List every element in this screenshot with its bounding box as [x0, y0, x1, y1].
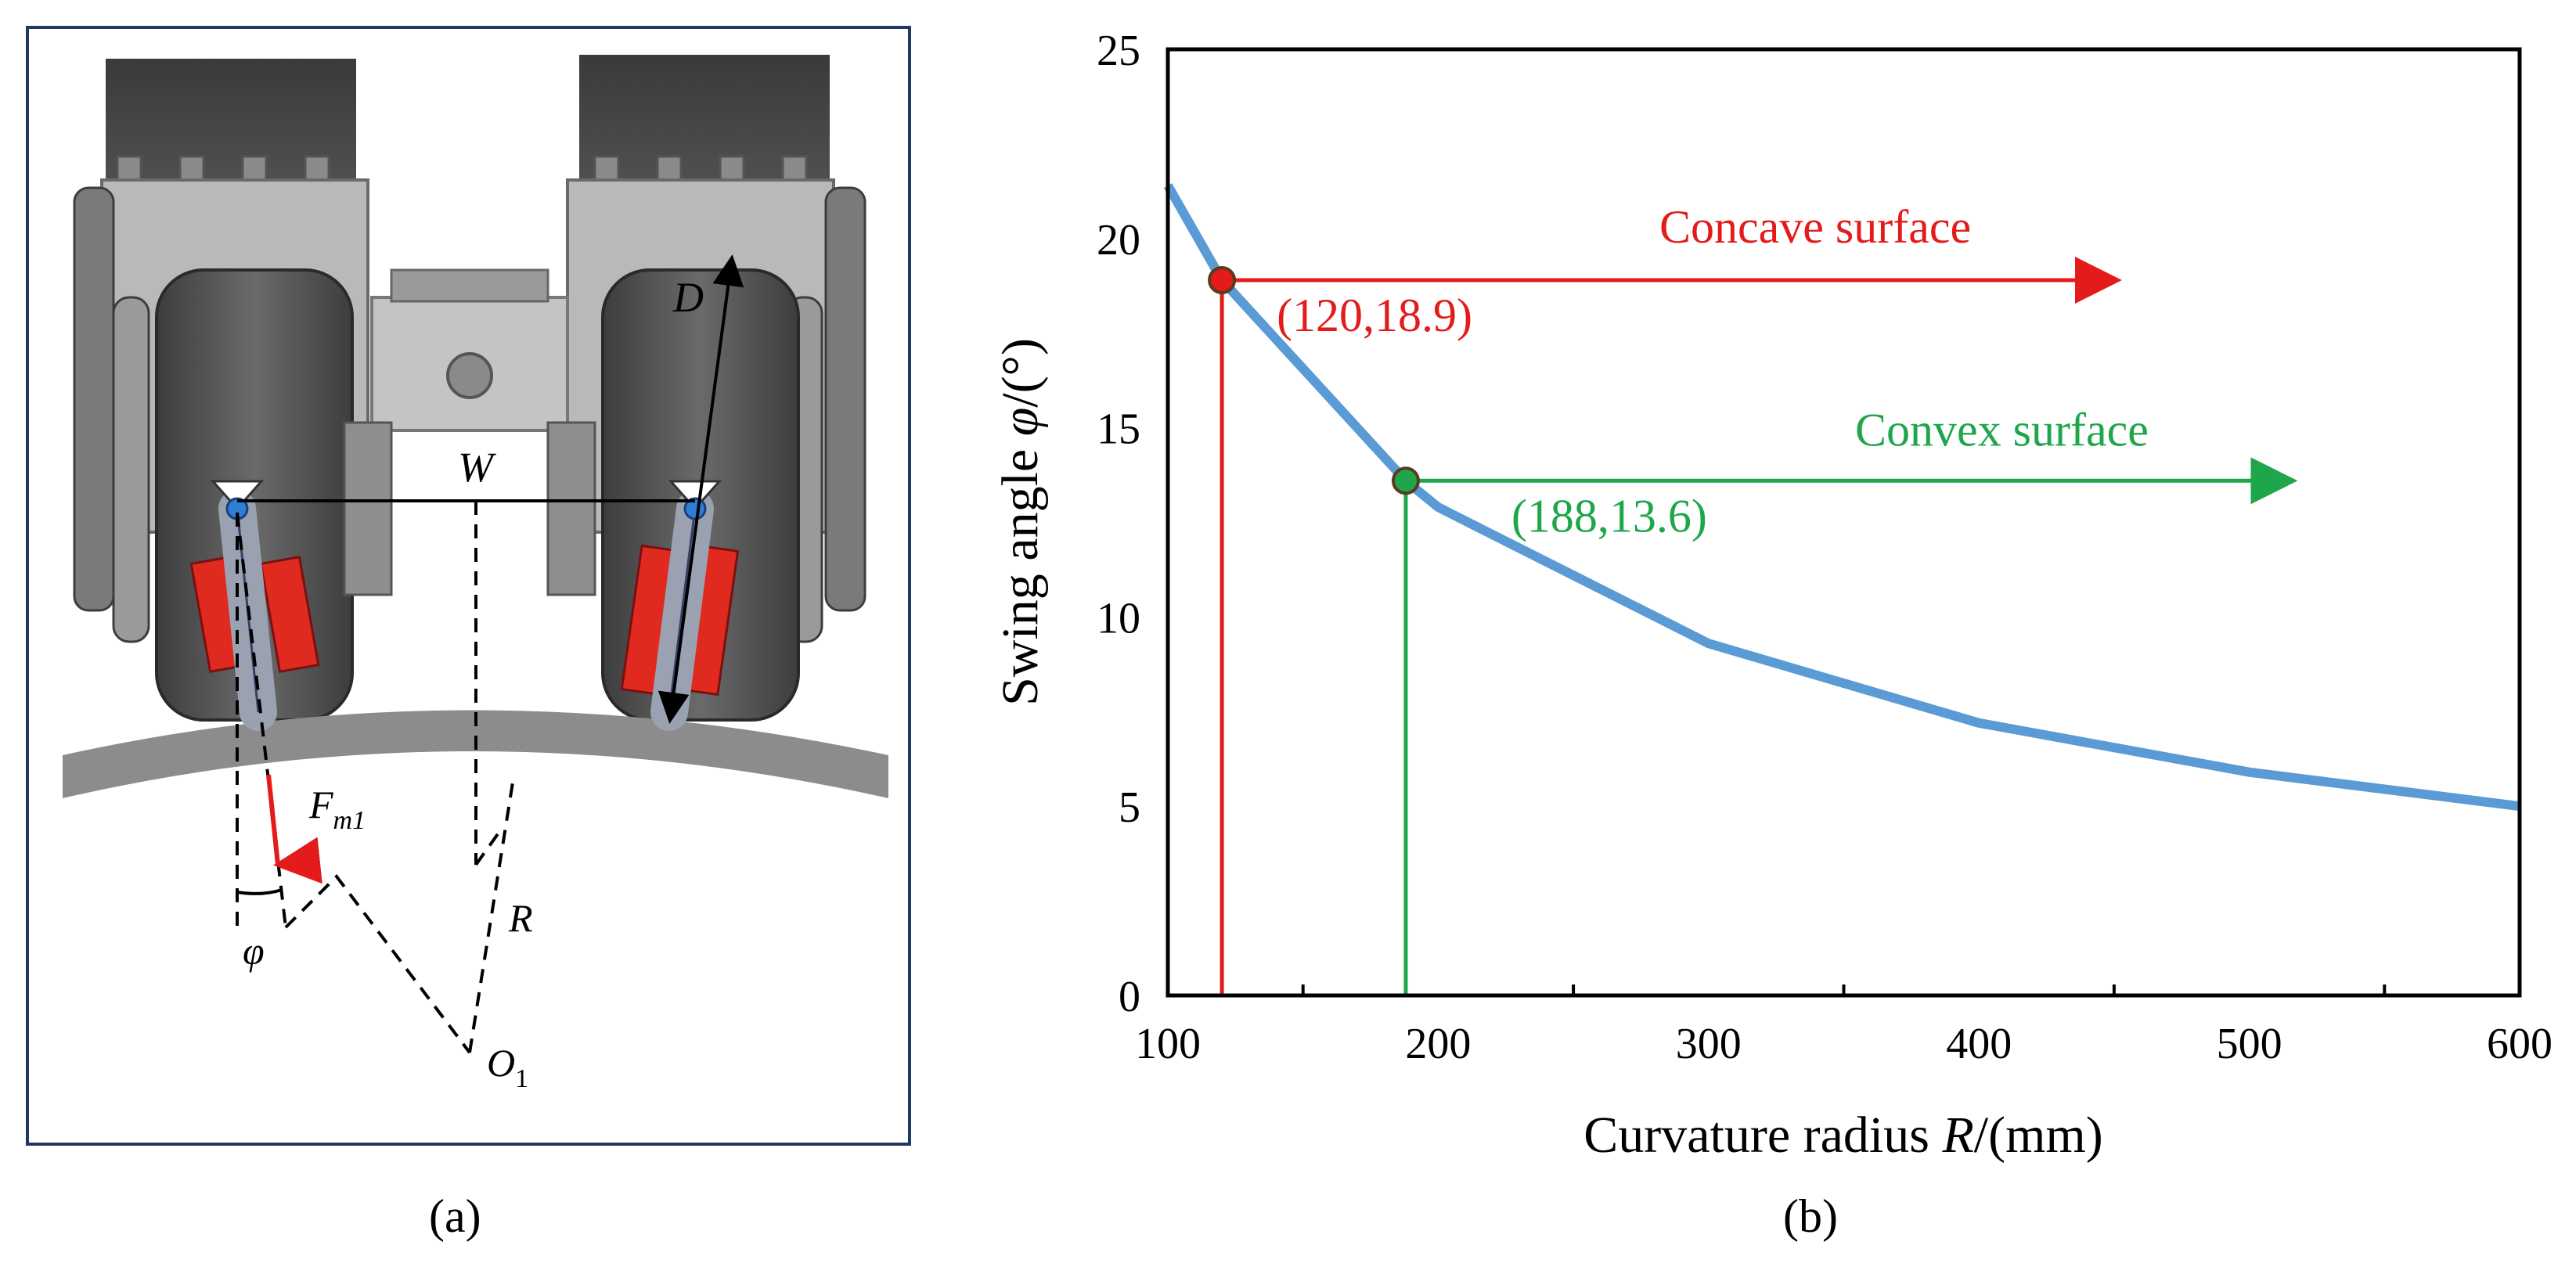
top-bolts [116, 155, 808, 182]
y-axis-title: Swing angle φ/(°) [992, 338, 1049, 706]
x-tick-label: 100 [1135, 1020, 1201, 1068]
mechanism-schematic: W D φ Fm1 R O1 [26, 26, 911, 1146]
swing-angle-curve [1163, 183, 2520, 812]
panel-b-caption: (b) [1783, 1190, 1838, 1242]
panel-a-caption: (a) [429, 1190, 481, 1242]
force-label: Fm1 [308, 783, 366, 835]
y-tick-label: 10 [1097, 594, 1140, 642]
convex-point-marker [1391, 466, 1420, 495]
d-dimension-line [658, 254, 744, 724]
x-axis-title: Curvature radius R/(mm) [1583, 1107, 2103, 1164]
y-tick-label: 5 [1119, 783, 1140, 832]
w-label: W [458, 444, 497, 491]
x-tick-label: 200 [1405, 1020, 1471, 1068]
construction-lines [236, 501, 514, 1054]
concave-annotation: Concave surface [1659, 201, 1971, 253]
y-tick-label: 15 [1097, 405, 1140, 454]
phi-label: φ [243, 929, 265, 973]
x-tick-label: 500 [2217, 1020, 2282, 1068]
x-tick-label: 400 [1946, 1020, 2012, 1068]
curved-surface [63, 710, 888, 798]
o1-label: O1 [487, 1041, 528, 1093]
y-tick-label: 20 [1097, 216, 1140, 265]
x-tick-label: 600 [2487, 1020, 2553, 1068]
convex-point-label: (188,13.6) [1511, 490, 1707, 542]
panel-a-frame [26, 26, 911, 1146]
left-gear-stack [73, 186, 150, 643]
y-tick-label: 0 [1119, 973, 1140, 1021]
plot-frame [1166, 47, 2522, 998]
concave-point-marker [1208, 265, 1237, 294]
concave-point-label: (120,18.9) [1277, 290, 1472, 341]
d-label: D [672, 274, 704, 321]
phi-arc [236, 888, 283, 895]
force-arrow [266, 774, 322, 884]
convex-annotation: Convex surface [1855, 404, 2149, 455]
center-bearing [446, 352, 493, 399]
x-tick-label: 300 [1676, 1020, 1742, 1068]
y-tick-label: 25 [1097, 27, 1140, 75]
r-label: R [508, 896, 533, 940]
